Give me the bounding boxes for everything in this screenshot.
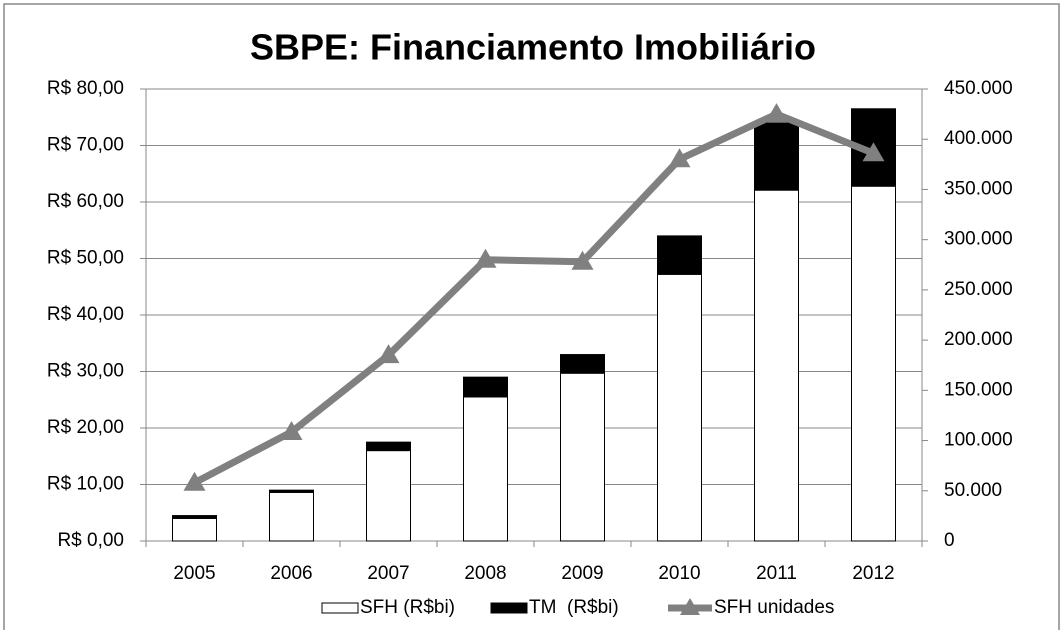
bar <box>851 185 896 542</box>
bar <box>754 189 799 542</box>
x-tick-label: 2006 <box>270 563 312 584</box>
bar <box>172 515 217 519</box>
y2-tick-label: 0 <box>944 530 955 551</box>
y2-tick-label: 200.000 <box>944 329 1013 350</box>
x-tick-label: 2012 <box>852 563 894 584</box>
marker <box>571 250 594 270</box>
y-tick-label: R$ 40,00 <box>47 304 124 325</box>
bar <box>560 354 605 374</box>
y-tick-label: R$ 20,00 <box>47 417 124 438</box>
bar <box>366 441 411 452</box>
bar <box>657 273 702 542</box>
chart-title: SBPE: Financiamento Imobiliário <box>250 27 816 68</box>
marker <box>765 103 788 123</box>
y2-tick-label: 450.000 <box>944 78 1013 99</box>
bar <box>754 122 799 191</box>
y2-tick-label: 300.000 <box>944 229 1013 250</box>
legend-swatch <box>490 602 528 614</box>
y-tick-label: R$ 70,00 <box>47 135 124 156</box>
bar <box>560 372 605 542</box>
y-tick-label: R$ 10,00 <box>47 474 124 495</box>
marker <box>183 471 206 491</box>
x-tick-label: 2007 <box>367 563 409 584</box>
marker <box>474 248 497 268</box>
y-tick-label: R$ 80,00 <box>47 78 124 99</box>
legend-label: TM (R$bi) <box>529 597 619 618</box>
y-tick-label: R$ 60,00 <box>47 191 124 212</box>
marker <box>862 142 885 162</box>
line <box>192 110 875 486</box>
bar <box>366 450 411 542</box>
bar <box>269 491 314 542</box>
y-tick-label: R$ 50,00 <box>47 248 124 269</box>
y2-tick-label: 350.000 <box>944 178 1013 199</box>
legend-label: SFH unidades <box>714 597 834 618</box>
bar <box>463 376 508 398</box>
y2-tick-label: 100.000 <box>944 430 1013 451</box>
y-tick-label: R$ 0,00 <box>57 530 124 551</box>
bar <box>172 517 217 542</box>
x-tick-label: 2011 <box>756 563 797 584</box>
y2-tick-label: 400.000 <box>944 128 1013 149</box>
x-tick-label: 2005 <box>173 563 215 584</box>
y2-tick-label: 50.000 <box>944 480 1002 501</box>
bar <box>657 235 702 275</box>
x-tick-label: 2010 <box>658 563 700 584</box>
y-tick-label: R$ 30,00 <box>47 361 124 382</box>
legend-swatch <box>321 602 359 614</box>
legend-label: SFH (R$bi) <box>360 597 455 618</box>
x-tick-label: 2008 <box>464 563 506 584</box>
marker <box>668 148 691 168</box>
bar <box>269 489 314 493</box>
legend-marker <box>680 598 700 615</box>
x-tick-label: 2009 <box>561 563 603 584</box>
bar <box>463 396 508 542</box>
marker <box>280 421 303 441</box>
y2-tick-label: 250.000 <box>944 279 1013 300</box>
y2-tick-label: 150.000 <box>944 379 1013 400</box>
chart-border <box>3 3 1060 630</box>
marker <box>377 344 400 364</box>
